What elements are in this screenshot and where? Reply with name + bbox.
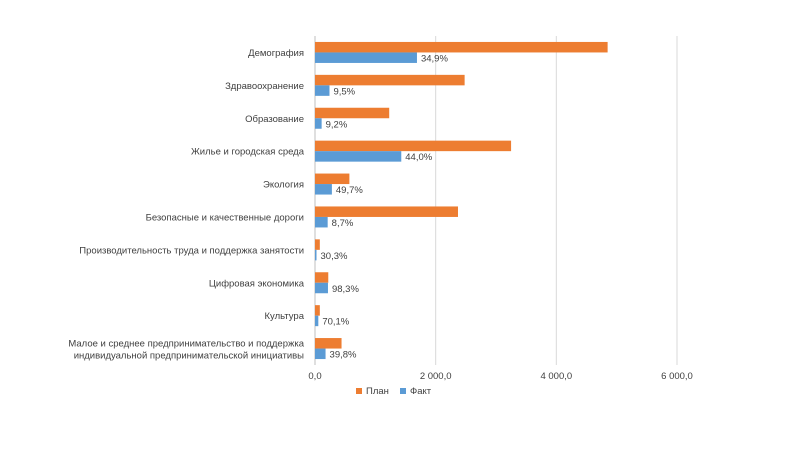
bar-plan [315, 206, 458, 217]
fact-data-label: 49,7% [336, 185, 363, 196]
bar-fact [315, 282, 328, 294]
fact-data-label: 39,8% [330, 350, 357, 361]
fact-data-label: 9,2% [326, 119, 348, 130]
bar-fact [315, 216, 328, 228]
fact-data-label: 8,7% [332, 218, 354, 229]
legend-label: План [366, 386, 389, 397]
legend: План Факт [356, 386, 432, 397]
x-tick-label: 6 000,0 [661, 371, 693, 382]
fact-data-label: 34,9% [421, 53, 448, 64]
bar-fact [315, 184, 332, 195]
fact-data-label: 98,3% [332, 284, 359, 295]
category-label: Цифровая экономика [209, 278, 305, 289]
legend-swatch [356, 388, 362, 394]
bars [315, 41, 608, 360]
category-label: Жилье и городская среда [191, 147, 305, 158]
legend-label: Факт [410, 386, 432, 397]
bar-fact [315, 151, 402, 162]
category-label: Демография [248, 48, 304, 59]
bar-plan [315, 107, 390, 119]
data-labels: 34,9% 9,5% 9,2% 44,0% 49,7% 8,7% 30,3% 98,3% 70,… [321, 53, 449, 360]
x-tick-label: 0,0 [308, 371, 321, 382]
bar-plan [315, 41, 608, 53]
bar-fact [315, 249, 317, 261]
bar-fact [315, 315, 319, 327]
category-label: Экология [263, 180, 304, 191]
category-label: Образование [245, 114, 304, 125]
fact-data-label: 30,3% [321, 251, 348, 262]
bar-plan [315, 305, 320, 316]
bar-fact [315, 85, 330, 96]
category-label: Здравоохранение [225, 81, 304, 92]
x-tick-label: 2 000,0 [420, 371, 452, 382]
category-label: Производительность труда и поддержка зан… [79, 245, 304, 256]
bar-plan [315, 272, 329, 283]
bar-plan [315, 239, 320, 250]
fact-data-label: 44,0% [405, 152, 432, 163]
bar-plan [315, 338, 342, 349]
bar-plan [315, 173, 350, 185]
x-tick-label: 4 000,0 [540, 371, 572, 382]
fact-data-label: 70,1% [322, 317, 349, 328]
category-label: Культура [265, 311, 305, 322]
category-labels: Демография Здравоохранение Образование Жиль… [68, 48, 304, 362]
bar-plan [315, 140, 512, 152]
fact-data-label: 9,5% [333, 86, 355, 97]
legend-swatch [400, 388, 406, 394]
bar-fact [315, 118, 322, 129]
bar-fact [315, 52, 417, 63]
bar-plan [315, 74, 465, 86]
x-axis-ticks: 0,0 2 000,0 4 000,0 6 000,0 [308, 371, 692, 382]
bar-fact [315, 348, 326, 360]
category-label: Безопасные и качественные дороги [146, 212, 304, 223]
category-label: Малое и среднее предпринимательство и по… [68, 339, 304, 362]
